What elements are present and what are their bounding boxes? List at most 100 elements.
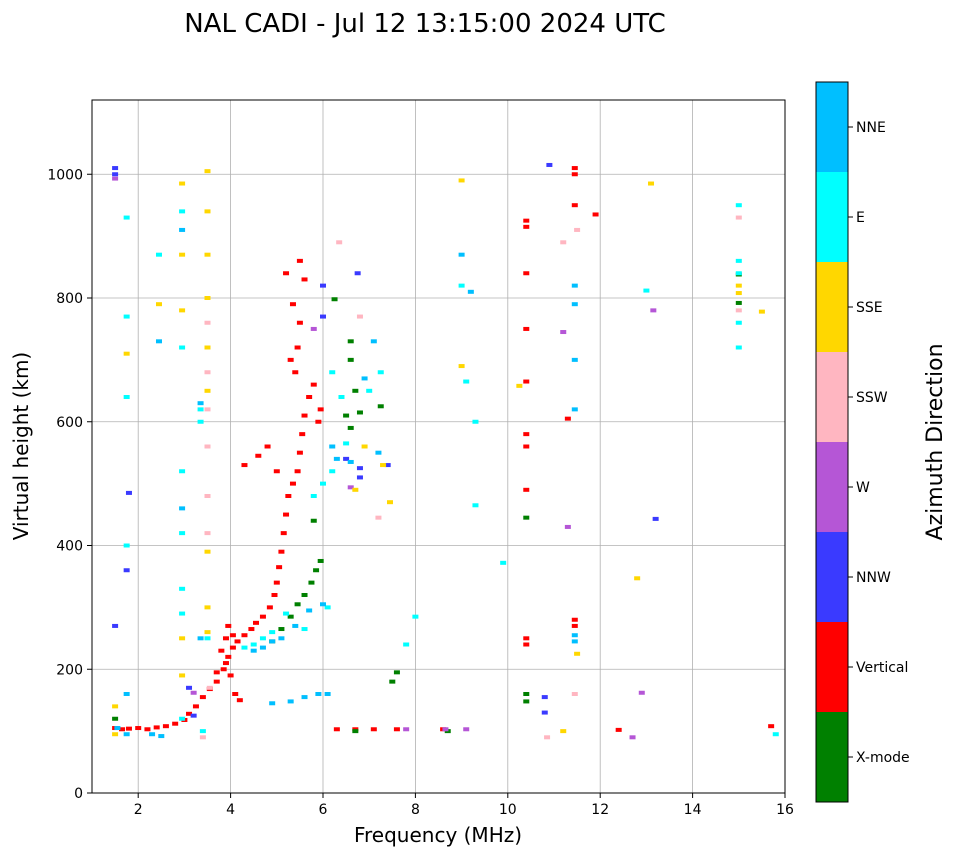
data-point-xmode [112,716,119,721]
data-point-vertical [135,726,142,731]
data-point-sse [516,383,523,388]
x-tick-label: 8 [411,802,420,818]
data-point-vertical [294,345,301,350]
data-point-xmode [356,410,363,415]
data-point-e [735,271,742,276]
data-point-e [179,469,186,474]
colorbar-segment [816,442,848,532]
data-point-e [250,642,257,647]
colorbar-label: Vertical [856,660,908,676]
data-point-nne [287,699,294,704]
data-point-nne [571,639,578,644]
data-point-vertical [172,721,179,726]
data-point-vertical [276,565,283,570]
x-axis-title: Frequency (MHz) [354,823,522,847]
data-point-vertical [571,166,578,171]
data-point-vertical [299,432,306,437]
data-point-e [735,203,742,208]
data-point-vertical [523,326,530,331]
data-point-vertical [301,277,308,282]
data-point-nnw [354,271,361,276]
data-point-nnw [356,466,363,471]
data-point-nnw [112,172,119,177]
data-point-e [301,627,308,632]
data-point-nne [324,692,331,696]
data-point-vertical [592,212,599,217]
data-point-vertical [162,724,169,729]
data-point-e [123,314,130,319]
data-point-nne [114,726,121,731]
data-point-nne [269,701,276,706]
data-point-vertical [186,711,193,716]
data-point-vertical [523,444,530,449]
data-point-e [735,258,742,263]
data-point-ssw [206,685,213,690]
data-point-sse [204,605,211,610]
data-point-w [650,308,657,313]
data-point-ssw [336,240,343,245]
data-point-ssw [356,314,363,319]
data-point-xmode [331,297,338,302]
data-point-xmode [278,627,285,632]
data-point-nne [571,302,578,307]
data-point-nne [278,636,285,641]
chart-title: NAL CADI - Jul 12 13:15:00 2024 UTC [184,9,666,39]
data-point-e [458,283,465,288]
data-point-vertical [523,487,530,492]
data-point-nne [361,376,368,381]
data-point-e [283,611,290,616]
data-point-sse [458,178,465,183]
data-point-vertical [229,633,236,638]
colorbar-segment [816,712,848,802]
data-point-sse [112,704,119,709]
data-point-nnw [320,314,326,319]
x-tick-label: 4 [226,802,235,818]
data-point-vertical [218,648,225,653]
data-point-e [123,395,130,399]
data-point-w [442,727,449,732]
data-point-e [366,388,373,393]
data-point-sse [380,463,387,468]
data-point-ssw [199,735,206,740]
data-point-nnw [190,713,197,718]
data-point-nne [458,252,465,257]
data-point-xmode [347,339,354,344]
data-point-sse [560,729,567,734]
data-point-vertical [222,636,229,641]
data-point-ssw [204,494,211,498]
data-point-vertical [523,432,530,437]
data-point-e [155,252,162,257]
data-point-vertical [144,727,151,732]
data-point-e [310,494,317,498]
data-point-vertical [213,679,220,684]
data-point-vertical [241,463,248,468]
data-point-sse [204,209,211,214]
data-point-xmode [352,729,359,734]
y-tick-label: 600 [56,415,83,431]
data-point-xmode [294,602,301,607]
data-point-nne [320,602,326,607]
colorbar-title: Azimuth Direction [923,343,948,540]
data-point-nne [571,357,578,362]
data-point-vertical [266,605,273,610]
data-point-sse [179,673,186,678]
data-point-vertical [393,727,400,732]
data-point-w [560,330,567,335]
data-point-nne [269,639,276,644]
plot-background [92,100,785,793]
data-point-xmode [287,614,294,619]
data-point-sse [634,576,641,581]
data-point-ssw [204,407,211,412]
data-point-e [643,288,650,293]
data-point-e [735,345,742,350]
data-point-nne [333,456,340,461]
data-point-e [403,642,410,647]
data-point-ssw [204,320,211,325]
x-tick-label: 12 [591,802,609,818]
data-point-sse [204,296,211,300]
data-point-w [112,176,119,181]
data-point-ssw [735,215,742,220]
data-point-e [324,605,331,610]
data-point-nnw [112,623,119,628]
data-point-e [472,419,479,424]
